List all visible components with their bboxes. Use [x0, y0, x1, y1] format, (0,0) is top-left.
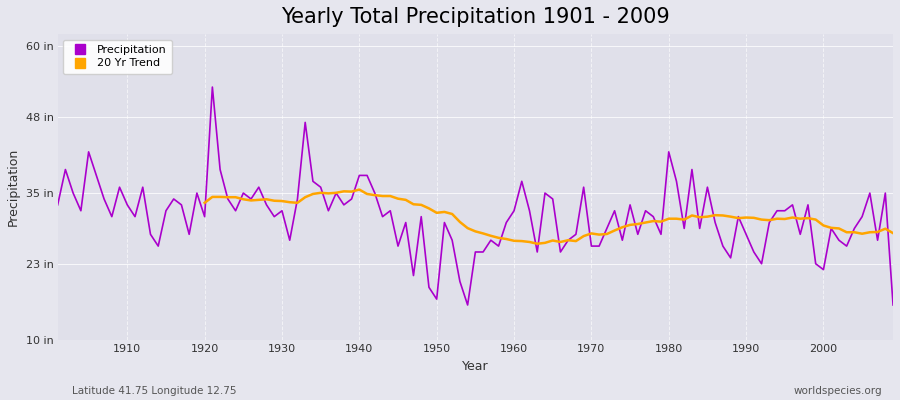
Text: Latitude 41.75 Longitude 12.75: Latitude 41.75 Longitude 12.75 [72, 386, 237, 396]
Text: worldspecies.org: worldspecies.org [794, 386, 882, 396]
X-axis label: Year: Year [462, 360, 489, 373]
Title: Yearly Total Precipitation 1901 - 2009: Yearly Total Precipitation 1901 - 2009 [281, 7, 670, 27]
Y-axis label: Precipitation: Precipitation [7, 148, 20, 226]
Legend: Precipitation, 20 Yr Trend: Precipitation, 20 Yr Trend [63, 40, 172, 74]
